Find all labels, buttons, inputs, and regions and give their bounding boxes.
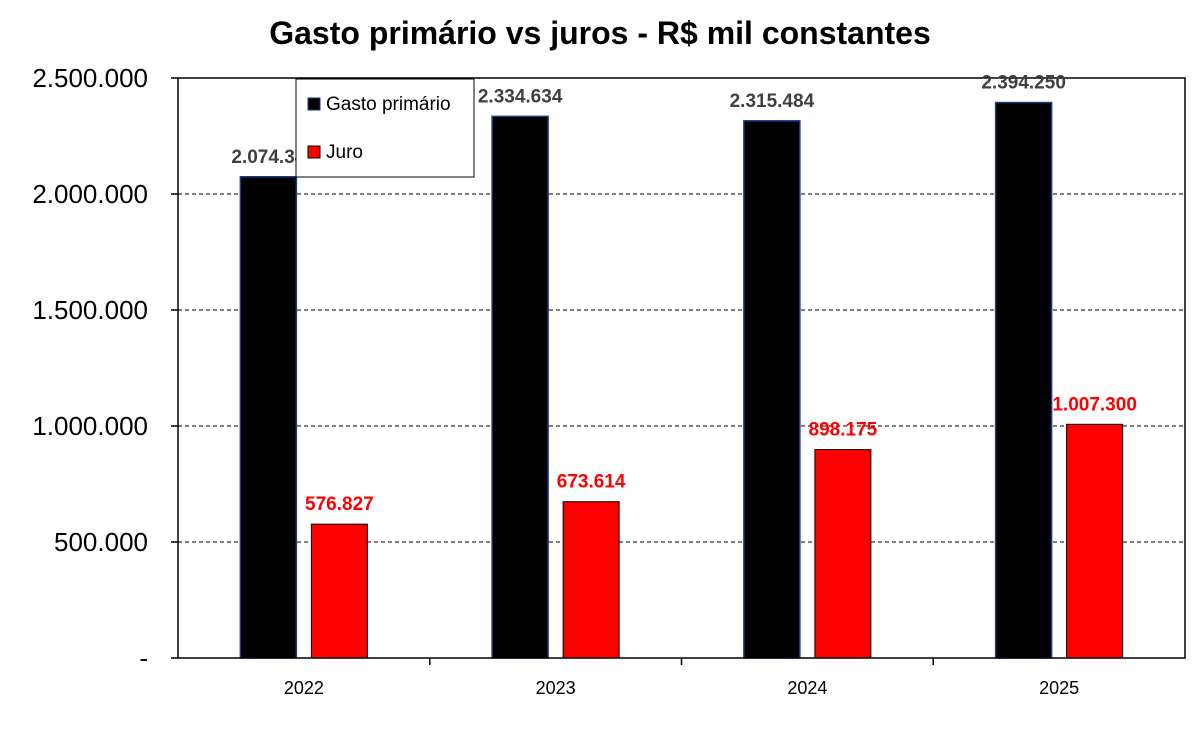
bar-gasto-primario-2022 xyxy=(239,176,298,659)
chart-title: Gasto primário vs juros - R$ mil constan… xyxy=(269,15,931,51)
data-label-gasto-primario-2024: 2.315.484 xyxy=(730,91,815,112)
x-tick-label-2022: 2022 xyxy=(284,678,324,698)
y-tick-label: 500.000 xyxy=(54,527,148,557)
legend: Gasto primário Juro xyxy=(295,78,475,178)
legend-label-gasto: Gasto primário xyxy=(326,94,451,115)
x-tick-label-2023: 2023 xyxy=(536,678,576,698)
data-label-gasto-primario-2025: 2.394.250 xyxy=(981,73,1066,94)
data-label-juro-2025: 1.007.300 xyxy=(1052,394,1137,415)
x-tick-label-2024: 2024 xyxy=(787,678,827,698)
bar-juro-2024 xyxy=(814,449,872,659)
data-label-juro-2023: 673.614 xyxy=(557,472,626,493)
bar-gasto-primario-2024 xyxy=(743,120,801,659)
legend-label-juro: Juro xyxy=(326,142,363,163)
data-label-gasto-primario-2022: 2.074.34 xyxy=(231,147,305,168)
y-tick-label: - xyxy=(139,643,148,673)
data-label-gasto-primario-2023: 2.334.634 xyxy=(478,86,563,107)
data-label-juro-2022: 576.827 xyxy=(305,494,374,515)
data-labels: 2.074.34 576.827 2.334.634 673.614 2.315.484… xyxy=(231,73,1137,516)
legend-swatch-gasto xyxy=(307,97,321,111)
y-tick-label: 1.500.000 xyxy=(32,295,148,325)
data-label-juro-2024: 898.175 xyxy=(809,420,878,441)
bars xyxy=(239,101,1124,659)
y-tick-label: 2.000.000 xyxy=(32,179,148,209)
x-axis-ticks: 2022 2023 2024 2025 xyxy=(284,658,1079,698)
y-axis-ticks: - 500.000 1.000.000 1.500.000 2.000.000 2.500… xyxy=(32,63,178,673)
bar-gasto-primario-2023 xyxy=(491,115,549,659)
bar-gasto-primario-2025 xyxy=(994,101,1053,659)
bar-juro-2022 xyxy=(310,523,368,659)
y-tick-label: 1.000.000 xyxy=(32,411,148,441)
x-tick-label-2025: 2025 xyxy=(1039,678,1079,698)
legend-box xyxy=(295,78,475,178)
y-tick-label: 2.500.000 xyxy=(32,63,148,93)
legend-swatch-juro xyxy=(307,145,321,159)
bar-juro-2023 xyxy=(562,501,620,659)
bar-juro-2025 xyxy=(1066,423,1124,659)
